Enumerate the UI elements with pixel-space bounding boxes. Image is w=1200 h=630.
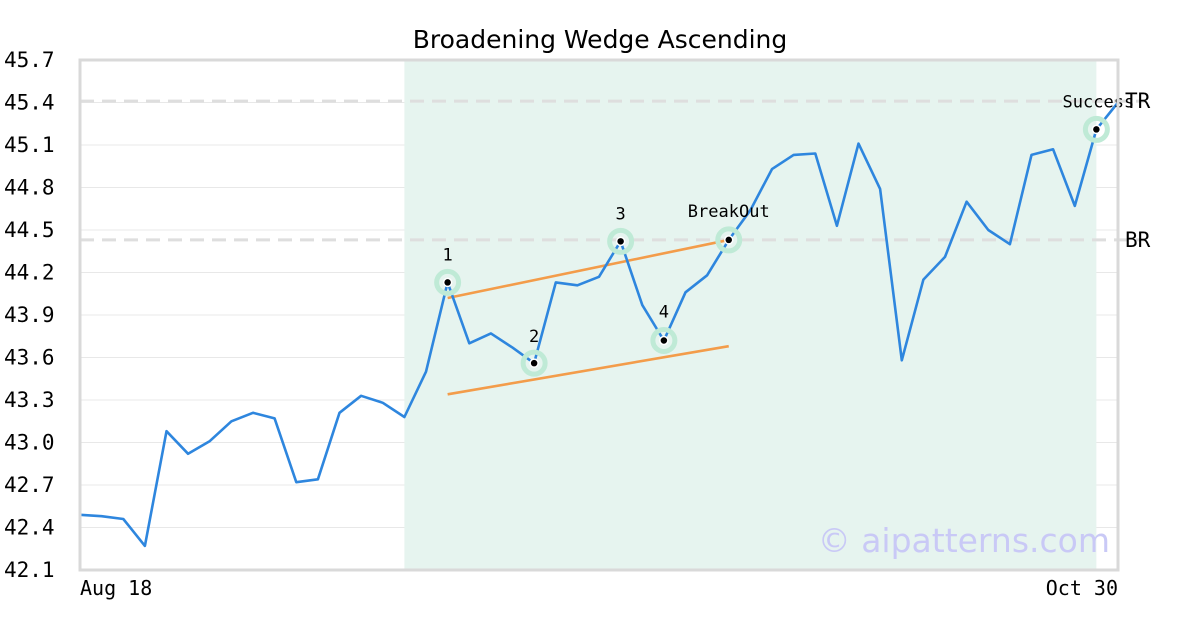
- x-tick-label-end: Oct 30: [1046, 576, 1118, 600]
- y-tick-label: 42.4: [4, 516, 55, 540]
- chart-title: Broadening Wedge Ascending: [413, 25, 788, 54]
- y-tick-labels: 42.1 42.4 42.7 43.0 43.3 43.6 43.9 44.2 44.5 44.8…: [4, 48, 55, 582]
- y-tick-label: 43.9: [4, 303, 55, 327]
- marker-dot: [1091, 124, 1102, 135]
- y-tick-label: 44.8: [4, 176, 55, 200]
- marker-halo: [434, 268, 462, 296]
- x-tick-label-start: Aug 18: [80, 576, 152, 600]
- y-tick-label: 43.6: [4, 346, 55, 370]
- x-tick-labels: Aug 18 Oct 30: [80, 576, 1118, 600]
- marker-label: 1: [443, 245, 453, 265]
- marker-halo: [715, 226, 743, 254]
- trend-lines: [447, 238, 730, 396]
- pattern-markers: 1 2 3 4 BreakOut Success: [434, 92, 1135, 377]
- y-tick-label: 45.1: [4, 133, 55, 157]
- plot-frame: [78, 58, 1120, 572]
- plot-border: [78, 58, 1120, 572]
- level-label-tr: TR: [1125, 89, 1151, 113]
- marker-label: 3: [616, 204, 626, 224]
- pattern-region-shade: [404, 60, 1097, 570]
- level-label-br: BR: [1125, 228, 1151, 252]
- marker-label: BreakOut: [688, 202, 770, 222]
- marker-label: Success: [1063, 92, 1135, 112]
- trend-line: [447, 344, 729, 396]
- marker-dot: [724, 235, 734, 245]
- marker-dot: [659, 335, 669, 346]
- y-tick-label: 45.7: [4, 48, 55, 72]
- pattern-region: [404, 60, 1097, 570]
- marker-dot: [529, 358, 539, 368]
- y-tick-label: 45.4: [4, 91, 55, 115]
- level-lines: TR BR: [80, 89, 1151, 252]
- y-tick-label: 44.2: [4, 261, 55, 285]
- watermark: © aipatterns.com: [818, 521, 1110, 560]
- marker-label: 4: [659, 303, 669, 323]
- y-tick-label: 42.7: [4, 473, 55, 497]
- y-tick-label: 43.0: [4, 431, 55, 455]
- y-tick-label: 44.5: [4, 218, 55, 242]
- marker-halo: [650, 327, 678, 354]
- marker-halo: [520, 349, 548, 377]
- marker-label: 2: [529, 327, 539, 347]
- trend-line: [447, 238, 730, 300]
- y-tick-label: 43.3: [4, 388, 55, 412]
- y-tick-label: 42.1: [4, 558, 55, 582]
- marker-halo: [607, 227, 635, 255]
- marker-halo: [1082, 115, 1110, 143]
- price-line: [79, 101, 1120, 548]
- marker-dot: [615, 236, 626, 247]
- series-lines: [79, 101, 1120, 548]
- marker-dot: [442, 277, 453, 288]
